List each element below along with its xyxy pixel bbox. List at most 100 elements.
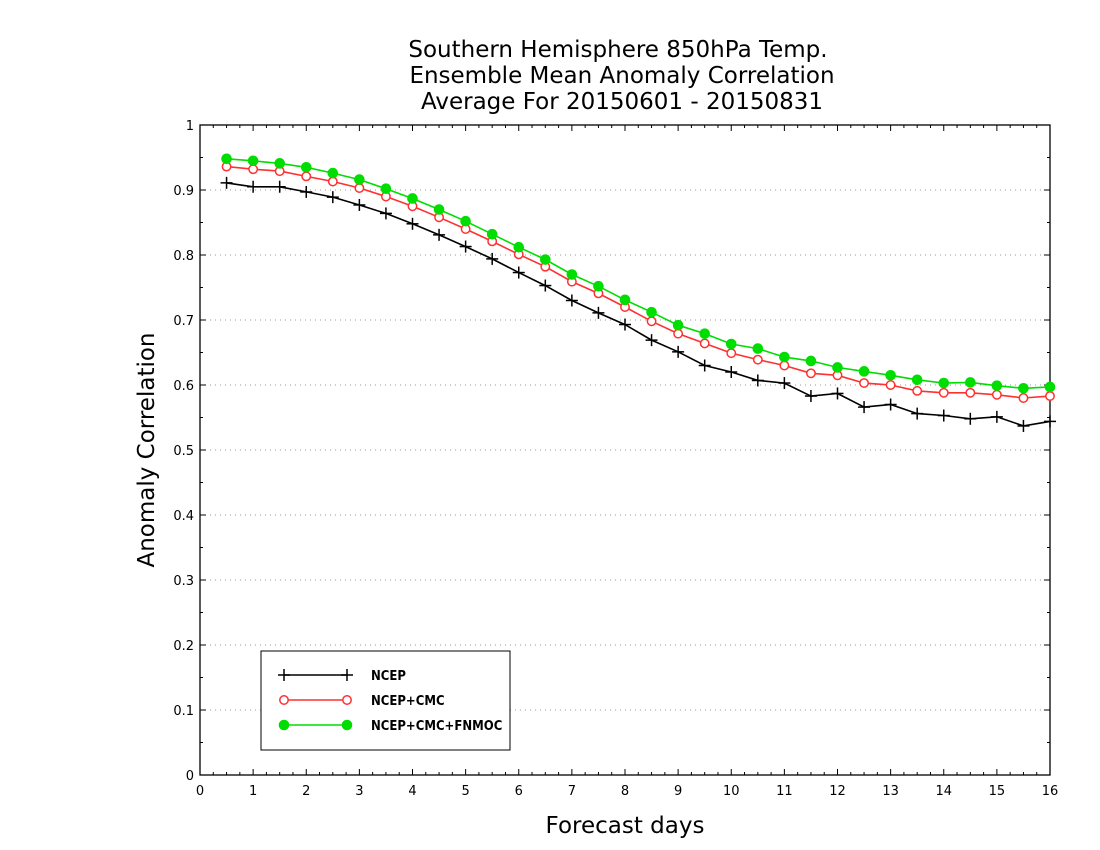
y-tick-label: 0.4: [173, 509, 194, 524]
data-point-ncep-cmc-fnmoc: [911, 374, 923, 386]
data-point-ncep-cmc: [752, 354, 763, 365]
y-tick-label: 0.1: [173, 704, 194, 719]
data-point-ncep-cmc-fnmoc: [1018, 382, 1029, 394]
x-tick-label: 1: [249, 784, 257, 799]
data-point-ncep-cmc-fnmoc: [300, 161, 312, 173]
x-tick-label: 0: [196, 784, 204, 799]
data-point-ncep: [619, 318, 631, 331]
chart-title-line-3: Average For 20150601 - 20150831: [421, 89, 823, 115]
data-point-ncep: [1044, 415, 1056, 428]
y-tick-label: 0.9: [173, 184, 194, 199]
series-line-ncep-cmc: [226, 165, 1051, 399]
data-point-ncep-cmc: [301, 171, 312, 182]
data-point-ncep: [884, 398, 897, 411]
x-tick-label: 7: [568, 784, 576, 799]
series-ncep: [220, 176, 1056, 432]
data-point-ncep: [672, 345, 685, 358]
data-point-ncep: [990, 410, 1003, 423]
data-point-ncep-cmc-fnmoc: [593, 280, 604, 292]
data-point-ncep-cmc: [1045, 391, 1055, 401]
data-point-ncep-cmc: [673, 328, 684, 339]
data-point-ncep: [751, 374, 764, 387]
data-point-ncep-cmc: [726, 348, 737, 359]
data-point-ncep-cmc-fnmoc: [991, 380, 1003, 391]
data-point-ncep: [645, 334, 658, 347]
x-tick-label: 12: [829, 784, 846, 799]
series-line-ncep-cmc-fnmoc: [226, 158, 1051, 390]
legend-label-ncep: NCEP: [371, 669, 406, 684]
data-point-ncep-cmc: [248, 164, 259, 175]
grid-lines: [200, 189, 1050, 711]
data-point-ncep-cmc-fnmoc: [832, 362, 843, 373]
data-point-ncep: [353, 198, 366, 211]
x-tick-label: 14: [935, 784, 952, 799]
x-tick-label: 4: [408, 784, 416, 799]
chart-title-line-2: Ensemble Mean Anomaly Correlation: [409, 63, 834, 89]
y-tick-label: 0.8: [173, 249, 194, 264]
axis-ticks: 00.10.20.30.40.50.60.70.80.910 1 2 3 4 5 6 7 8 9 1…: [173, 119, 1058, 799]
data-point-ncep: [220, 176, 233, 189]
data-point-ncep-cmc-fnmoc: [433, 204, 445, 215]
data-point-ncep-cmc-fnmoc: [699, 328, 710, 339]
data-point-ncep: [804, 390, 817, 403]
x-tick-label: 9: [674, 784, 682, 799]
data-point-ncep-cmc-fnmoc: [725, 338, 737, 350]
data-point-ncep-cmc: [354, 183, 365, 194]
y-tick-label: 0.3: [173, 574, 194, 589]
legend-marker-ncep: [278, 669, 290, 681]
data-point-ncep: [379, 207, 392, 220]
data-point-ncep-cmc: [938, 387, 949, 398]
data-series: [220, 153, 1056, 432]
data-point-ncep-cmc-fnmoc: [1044, 381, 1056, 393]
legend-label-ncep-cmc-fnmoc: NCEP+CMC+FNMOC: [371, 719, 502, 734]
data-point-ncep-cmc: [859, 378, 870, 388]
data-point-ncep: [831, 387, 844, 400]
series-line-ncep: [226, 182, 1051, 427]
series-ncep-cmc-fnmoc: [221, 153, 1056, 394]
data-point-ncep-cmc-fnmoc: [274, 158, 285, 169]
data-point-ncep-cmc: [885, 380, 896, 390]
y-tick-label: 0: [186, 769, 194, 784]
data-point-ncep-cmc-fnmoc: [247, 155, 259, 167]
data-point-ncep: [778, 377, 791, 390]
data-point-ncep-cmc-fnmoc: [619, 294, 631, 306]
data-point-ncep: [433, 228, 446, 241]
data-point-ncep-cmc: [699, 338, 710, 349]
data-point-ncep: [326, 191, 339, 204]
y-axis-label: Anomaly Correlation: [134, 332, 160, 567]
data-point-ncep-cmc-fnmoc: [566, 269, 578, 280]
x-tick-label: 10: [723, 784, 740, 799]
x-tick-label: 6: [515, 784, 523, 799]
data-point-ncep-cmc-fnmoc: [486, 228, 498, 240]
legend-label-ncep-cmc: NCEP+CMC: [371, 694, 445, 709]
data-point-ncep: [725, 366, 738, 378]
y-tick-label: 1: [186, 119, 194, 134]
data-point-ncep-cmc-fnmoc: [672, 319, 684, 331]
data-point-ncep-cmc-fnmoc: [965, 377, 976, 388]
data-point-ncep-cmc-fnmoc: [513, 241, 525, 253]
data-point-ncep: [592, 306, 605, 319]
data-point-ncep: [486, 252, 499, 265]
data-point-ncep: [512, 266, 525, 279]
data-point-ncep: [406, 217, 419, 230]
x-axis-label: Forecast days: [546, 813, 705, 839]
chart-title-line-1: Southern Hemisphere 850hPa Temp.: [408, 37, 827, 63]
data-point-ncep-cmc-fnmoc: [752, 343, 764, 354]
data-point-ncep-cmc: [779, 360, 790, 371]
data-point-ncep: [1017, 419, 1030, 432]
series-ncep-cmc: [221, 161, 1055, 403]
data-point-ncep-cmc: [912, 385, 923, 396]
data-point-ncep-cmc-fnmoc: [646, 306, 657, 318]
data-point-ncep-cmc-fnmoc: [460, 215, 471, 227]
data-point-ncep-cmc: [805, 368, 816, 379]
data-point-ncep: [247, 180, 260, 193]
y-tick-label: 0.7: [173, 314, 194, 329]
data-point-ncep: [964, 412, 977, 425]
data-point-ncep: [539, 279, 552, 292]
x-tick-label: 16: [1042, 784, 1059, 799]
legend-marks: [278, 669, 353, 731]
data-point-ncep: [565, 294, 578, 307]
legend: NCEP NCEP+CMC NCEP+CMC+FNMOC: [260, 650, 511, 751]
data-point-ncep-cmc-fnmoc: [540, 254, 551, 265]
